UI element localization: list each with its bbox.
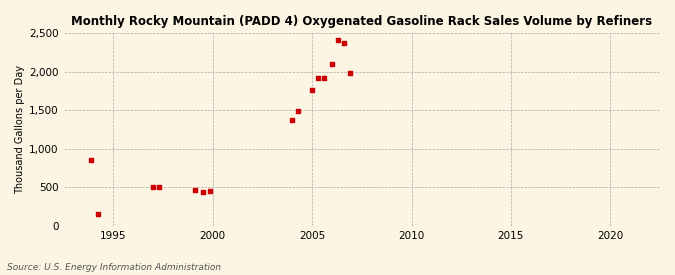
Point bbox=[93, 211, 104, 216]
Point bbox=[205, 189, 215, 193]
Point bbox=[86, 158, 97, 163]
Point bbox=[339, 40, 350, 45]
Point bbox=[313, 76, 323, 80]
Point bbox=[306, 88, 317, 92]
Point bbox=[319, 76, 329, 80]
Point bbox=[190, 188, 200, 193]
Point bbox=[327, 62, 338, 66]
Point bbox=[148, 185, 159, 189]
Point bbox=[293, 109, 304, 113]
Y-axis label: Thousand Gallons per Day: Thousand Gallons per Day bbox=[15, 65, 25, 194]
Point bbox=[333, 38, 344, 42]
Text: Source: U.S. Energy Information Administration: Source: U.S. Energy Information Administ… bbox=[7, 263, 221, 272]
Title: Monthly Rocky Mountain (PADD 4) Oxygenated Gasoline Rack Sales Volume by Refiner: Monthly Rocky Mountain (PADD 4) Oxygenat… bbox=[72, 15, 653, 28]
Point bbox=[287, 117, 298, 122]
Point bbox=[197, 190, 208, 194]
Point bbox=[344, 70, 355, 75]
Point bbox=[154, 185, 165, 189]
